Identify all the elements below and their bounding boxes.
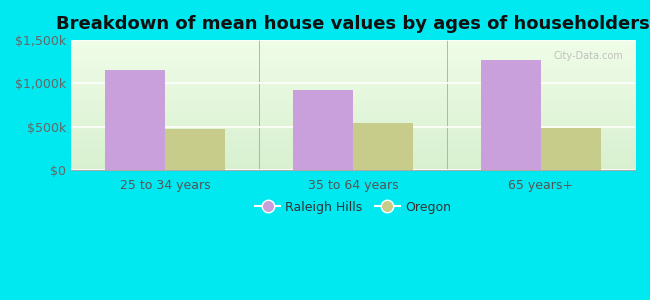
Legend: Raleigh Hills, Oregon: Raleigh Hills, Oregon — [250, 196, 456, 219]
Bar — [541, 128, 601, 170]
Bar — [481, 60, 541, 170]
Bar — [105, 70, 165, 170]
Bar — [293, 90, 353, 170]
Bar — [353, 123, 413, 170]
Bar — [165, 130, 225, 170]
Text: City-Data.com: City-Data.com — [554, 50, 624, 61]
Title: Breakdown of mean house values by ages of householders: Breakdown of mean house values by ages o… — [56, 15, 650, 33]
